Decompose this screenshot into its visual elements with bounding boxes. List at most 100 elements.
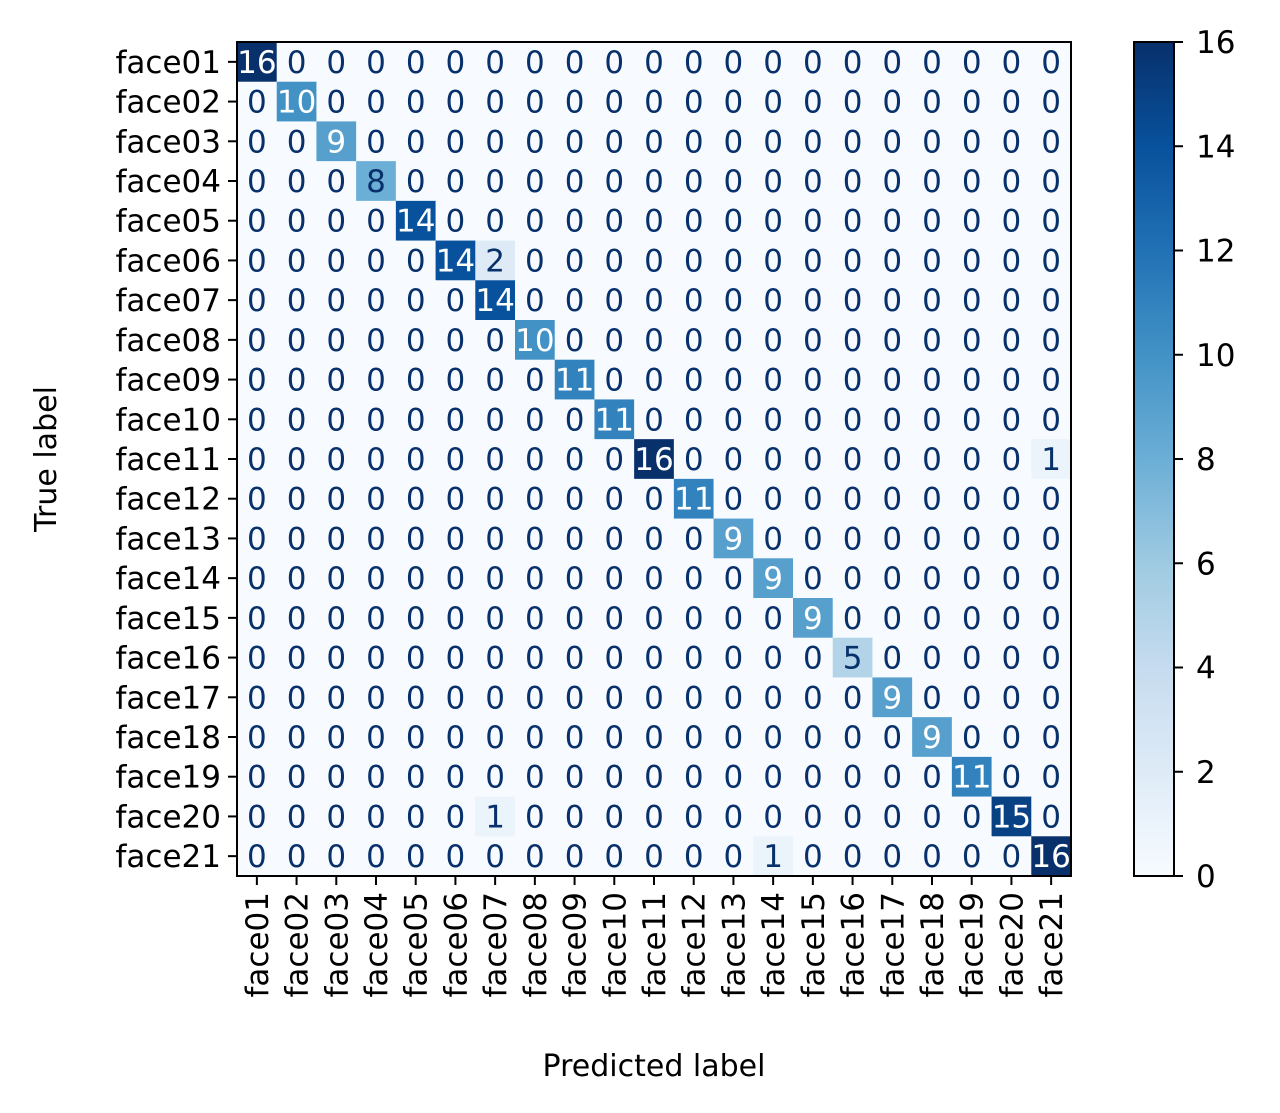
- heatmap-cell: [515, 280, 556, 321]
- heatmap-cell: [872, 280, 913, 321]
- heatmap-cell: [276, 796, 318, 837]
- cell-value-label: 0: [763, 85, 783, 121]
- cell-value-label: 0: [724, 45, 744, 81]
- cell-value-label: 0: [525, 164, 545, 200]
- cell-value-label: 0: [565, 402, 585, 438]
- cell-value-label: 0: [843, 164, 863, 200]
- cell-value-label: 0: [287, 799, 307, 835]
- x-tick-label: face20: [994, 892, 1030, 997]
- heatmap-cell: [276, 439, 318, 480]
- heatmap-cell: [872, 518, 913, 559]
- heatmap-cell: [316, 200, 357, 242]
- cell-value-label: 0: [604, 323, 624, 359]
- cell-value-label: 0: [922, 204, 942, 240]
- cell-value-label: 0: [684, 601, 704, 637]
- cell-value-label: 0: [247, 720, 267, 756]
- heatmap-cell: [912, 280, 953, 321]
- cell-value-label: 0: [287, 323, 307, 359]
- heatmap-cell: [276, 637, 318, 679]
- cell-value-label: 0: [644, 85, 664, 121]
- heatmap-cell: [554, 478, 596, 520]
- heatmap-cell: [713, 558, 754, 599]
- heatmap-cell: [594, 42, 635, 83]
- y-tick-label: face18: [116, 720, 221, 756]
- cell-value-label: 0: [763, 760, 783, 796]
- heatmap-cell: [753, 161, 794, 202]
- heatmap-cell: [276, 280, 318, 321]
- cell-value-label: 0: [843, 204, 863, 240]
- heatmap-cell: [912, 796, 953, 837]
- x-axis-title: Predicted label: [543, 1049, 766, 1084]
- cell-value-label: 11: [952, 760, 991, 796]
- heatmap-cell: [395, 200, 437, 242]
- y-tick-label: face08: [116, 323, 221, 359]
- colorbar: [1133, 41, 1175, 877]
- cell-value-label: 0: [485, 442, 505, 478]
- cell-value-label: 0: [247, 363, 267, 399]
- cell-value-label: 0: [684, 283, 704, 319]
- cell-value-label: 16: [634, 442, 673, 478]
- heatmap-cell: [395, 836, 437, 877]
- heatmap-cell: [276, 558, 318, 599]
- cell-value-label: 0: [962, 243, 982, 279]
- cell-value-label: 0: [1041, 85, 1061, 121]
- heatmap-cell: [673, 240, 715, 281]
- cell-value-label: 0: [1041, 680, 1061, 716]
- cell-value-label: 0: [326, 45, 346, 81]
- cell-value-label: 0: [843, 243, 863, 279]
- y-tick-label: face01: [116, 45, 221, 81]
- cell-value-label: 0: [565, 641, 585, 677]
- cell-value-label: 0: [763, 204, 783, 240]
- heatmap-cell: [713, 399, 754, 440]
- heatmap-cell: [634, 280, 675, 321]
- heatmap-cell: [356, 796, 397, 837]
- cell-value-label: 0: [247, 85, 267, 121]
- heatmap-cell: [951, 161, 993, 202]
- cell-value-label: 0: [1002, 561, 1022, 597]
- heatmap-cell: [793, 518, 834, 559]
- heatmap-cell: [594, 836, 635, 877]
- cell-value-label: 0: [525, 85, 545, 121]
- cell-value-label: 0: [644, 204, 664, 240]
- heatmap-cell: [793, 359, 834, 401]
- x-tick-label: face01: [240, 892, 276, 997]
- cell-value-label: 0: [684, 243, 704, 279]
- heatmap-cell: [435, 359, 476, 401]
- heatmap-cell: [475, 359, 516, 401]
- heatmap-cell: [435, 320, 476, 361]
- cell-value-label: 0: [684, 204, 704, 240]
- cell-value-label: 0: [406, 720, 426, 756]
- heatmap-cell: [951, 756, 993, 798]
- heatmap-cell: [634, 518, 675, 559]
- heatmap-cell: [475, 81, 516, 123]
- cell-value-label: 0: [247, 601, 267, 637]
- heatmap-cell: [276, 161, 318, 202]
- cell-value-label: 0: [684, 839, 704, 875]
- heatmap-cell: [673, 478, 715, 520]
- heatmap-cell: [515, 756, 556, 798]
- heatmap-cell: [475, 320, 516, 361]
- cell-value-label: 0: [1002, 482, 1022, 518]
- cell-value-label: 0: [724, 402, 744, 438]
- cell-value-label: 0: [247, 283, 267, 319]
- cell-value-label: 0: [604, 45, 624, 81]
- heatmap-cell: [237, 756, 278, 798]
- heatmap-cell: [951, 478, 993, 520]
- heatmap-cell: [316, 81, 357, 123]
- cell-value-label: 0: [843, 85, 863, 121]
- heatmap-cell: [237, 637, 278, 679]
- cell-value-label: 0: [843, 839, 863, 875]
- heatmap-cell: [951, 836, 993, 877]
- heatmap-cell: [912, 240, 953, 281]
- heatmap-cell: [872, 200, 913, 242]
- heatmap-cell: [832, 796, 874, 837]
- cell-value-label: 0: [882, 601, 902, 637]
- heatmap-cell: [991, 161, 1032, 202]
- x-tick-label: face10: [597, 892, 633, 997]
- cell-value-label: 0: [247, 680, 267, 716]
- heatmap-cell: [276, 320, 318, 361]
- cell-value-label: 0: [287, 839, 307, 875]
- cell-value-label: 0: [326, 442, 346, 478]
- heatmap-cell: [356, 240, 397, 281]
